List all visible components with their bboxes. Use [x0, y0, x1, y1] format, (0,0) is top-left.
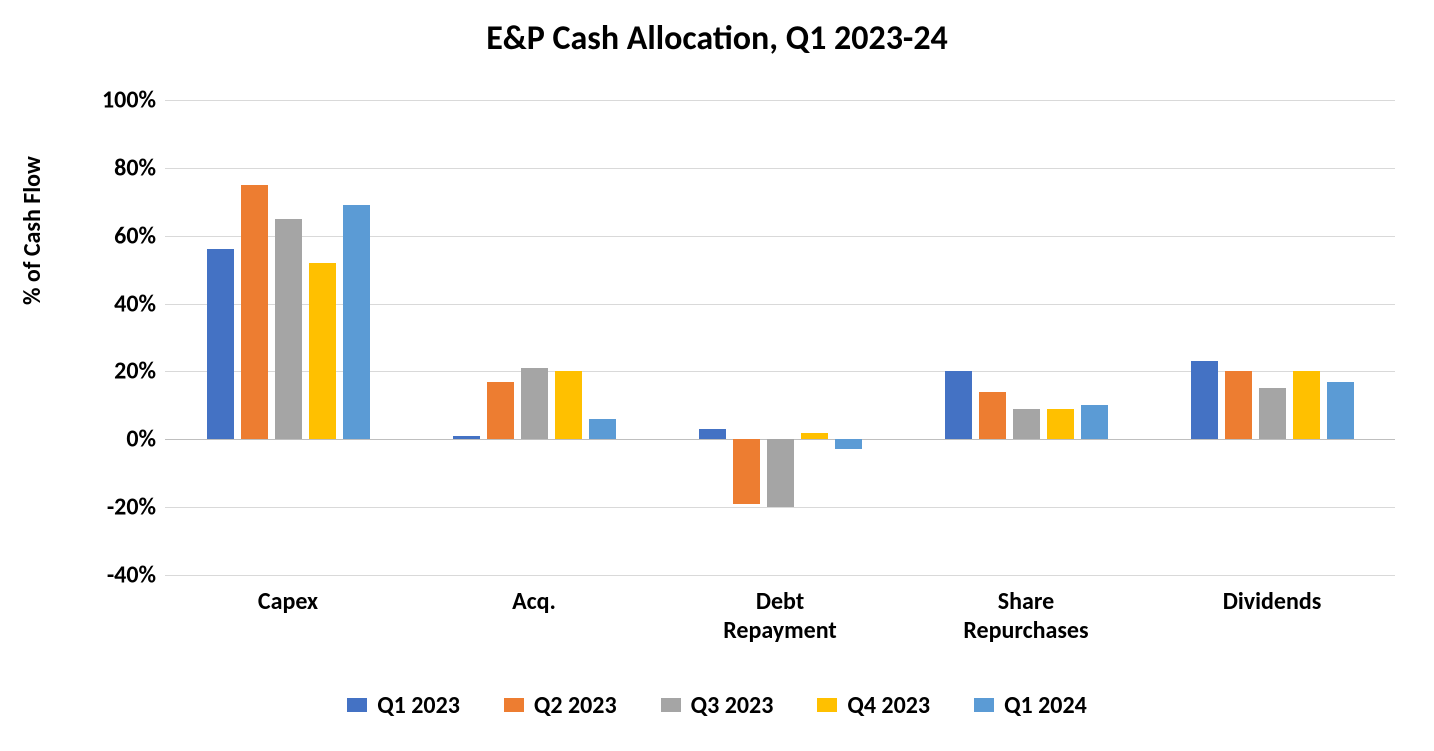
bar	[1013, 409, 1040, 440]
gridline	[165, 100, 1395, 101]
y-axis-label: % of Cash Flow	[18, 156, 47, 305]
bar	[733, 439, 760, 503]
bar	[275, 219, 302, 440]
legend-label: Q1 2024	[1004, 691, 1087, 720]
legend-swatch	[974, 698, 994, 712]
y-tick-label: 0%	[46, 425, 156, 454]
y-tick-label: 100%	[46, 86, 156, 115]
bar	[1259, 388, 1286, 439]
bar	[767, 439, 794, 507]
y-tick-label: 80%	[46, 153, 156, 182]
legend-label: Q4 2023	[847, 691, 930, 720]
legend-label: Q1 2023	[377, 691, 460, 720]
bar	[207, 249, 234, 439]
bar	[979, 392, 1006, 440]
plot-area	[165, 100, 1395, 575]
x-tick-label: Capex	[165, 588, 411, 617]
bar	[835, 439, 862, 449]
y-tick-label: -40%	[46, 561, 156, 590]
bar	[589, 419, 616, 439]
legend-item: Q3 2023	[661, 691, 774, 720]
legend-swatch	[661, 698, 681, 712]
bar	[555, 371, 582, 439]
x-tick-label: Acq.	[411, 588, 657, 617]
bar	[1191, 361, 1218, 439]
y-tick-label: 60%	[46, 221, 156, 250]
legend-label: Q3 2023	[691, 691, 774, 720]
legend-swatch	[817, 698, 837, 712]
gridline	[165, 507, 1395, 508]
legend-item: Q2 2023	[504, 691, 617, 720]
bar	[1327, 382, 1354, 440]
bar	[309, 263, 336, 439]
y-tick-label: -20%	[46, 493, 156, 522]
legend: Q1 2023 Q2 2023 Q3 2023 Q4 2023 Q1 2024	[0, 690, 1434, 720]
bar	[1225, 371, 1252, 439]
x-tick-label: DebtRepayment	[657, 588, 903, 646]
legend-swatch	[504, 698, 524, 712]
legend-item: Q1 2024	[974, 691, 1087, 720]
legend-item: Q4 2023	[817, 691, 930, 720]
bar	[453, 436, 480, 439]
x-tick-label: ShareRepurchases	[903, 588, 1149, 646]
legend-label: Q2 2023	[534, 691, 617, 720]
y-tick-label: 20%	[46, 357, 156, 386]
bar	[945, 371, 972, 439]
legend-item: Q1 2023	[347, 691, 460, 720]
bar	[1293, 371, 1320, 439]
bar	[241, 185, 268, 439]
bar	[343, 205, 370, 439]
bar	[699, 429, 726, 439]
chart-container: E&P Cash Allocation, Q1 2023-24 % of Cas…	[0, 0, 1434, 751]
bar	[521, 368, 548, 439]
bar	[487, 382, 514, 440]
x-tick-label: Dividends	[1149, 588, 1395, 617]
bar	[801, 433, 828, 440]
gridline	[165, 168, 1395, 169]
chart-title: E&P Cash Allocation, Q1 2023-24	[0, 18, 1434, 59]
y-tick-label: 40%	[46, 289, 156, 318]
gridline	[165, 575, 1395, 576]
bar	[1081, 405, 1108, 439]
bar	[1047, 409, 1074, 440]
legend-swatch	[347, 698, 367, 712]
